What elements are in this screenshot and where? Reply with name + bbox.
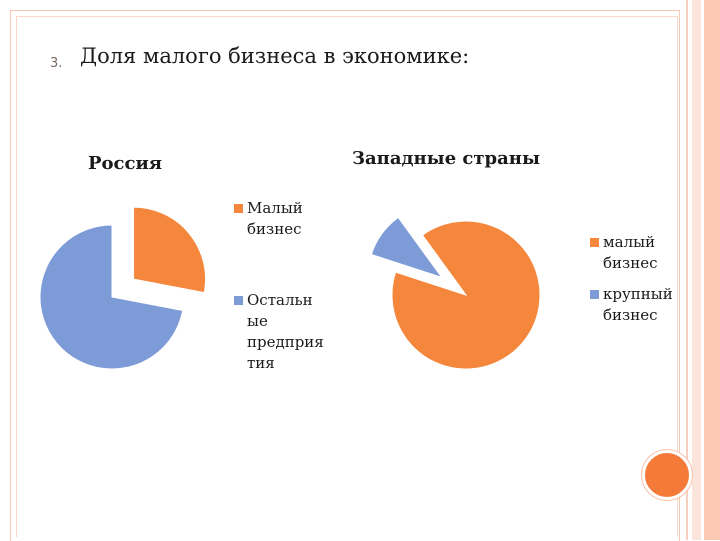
legend-swatch: [590, 238, 599, 247]
decor-stripe: [692, 0, 701, 540]
legend-swatch: [590, 290, 599, 299]
decor-circle: [642, 450, 692, 500]
slide-frame: [10, 10, 680, 541]
legend-russia-small: Малый бизнес: [234, 198, 303, 240]
chart-title-west: Западные страны: [352, 148, 540, 169]
legend-russia-other: Остальн ые предприя тия: [234, 290, 324, 374]
legend-swatch: [234, 204, 243, 213]
legend-swatch: [234, 296, 243, 305]
pie-slice-1-0: [391, 220, 541, 370]
slide-title: Доля малого бизнеса в экономике:: [80, 44, 470, 68]
decor-line: [686, 0, 688, 540]
legend-west-large: крупный бизнес: [590, 284, 673, 326]
pie-slice-0-0: [133, 206, 207, 294]
pie-slice-1-1: [370, 216, 444, 279]
slide-frame-inner: [16, 16, 678, 537]
legend-west-small: малый бизнес: [590, 232, 658, 274]
slide-number: 3.: [50, 56, 63, 71]
chart-title-russia: Россия: [88, 153, 163, 174]
legend-label: крупный бизнес: [603, 285, 673, 324]
legend-label: Остальн ые предприя тия: [247, 291, 324, 372]
decor-stripe-right: [704, 0, 720, 540]
legend-label: Малый бизнес: [247, 199, 303, 238]
pie-slice-0-1: [39, 224, 184, 370]
legend-label: малый бизнес: [603, 233, 658, 272]
